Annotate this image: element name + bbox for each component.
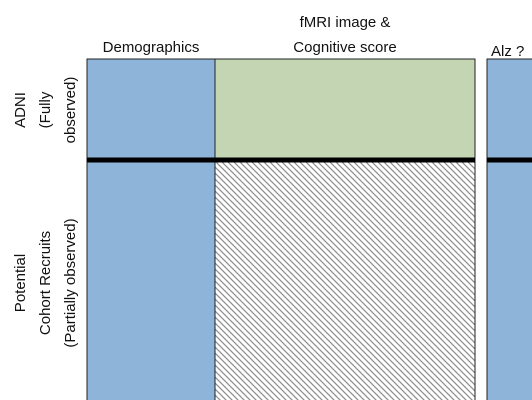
row-header: Potential: [12, 254, 29, 312]
alz-column: [486, 58, 532, 400]
demographics-partial: [86, 159, 216, 400]
imaging-observed: [214, 58, 476, 161]
row-header: (Fully: [37, 91, 54, 128]
row-header: ADNI: [12, 92, 29, 128]
column-header: Cognitive score: [293, 39, 396, 56]
row-header: (Partially observed): [62, 218, 79, 347]
row-header: observed): [62, 77, 79, 144]
column-header: Demographics: [103, 39, 200, 56]
column-header: Alz ?: [491, 43, 524, 60]
row-header: Cohort Recruits: [37, 231, 54, 335]
imaging-missing: [214, 159, 476, 400]
demographics-observed: [86, 58, 216, 161]
column-header: fMRI image &: [300, 14, 391, 31]
